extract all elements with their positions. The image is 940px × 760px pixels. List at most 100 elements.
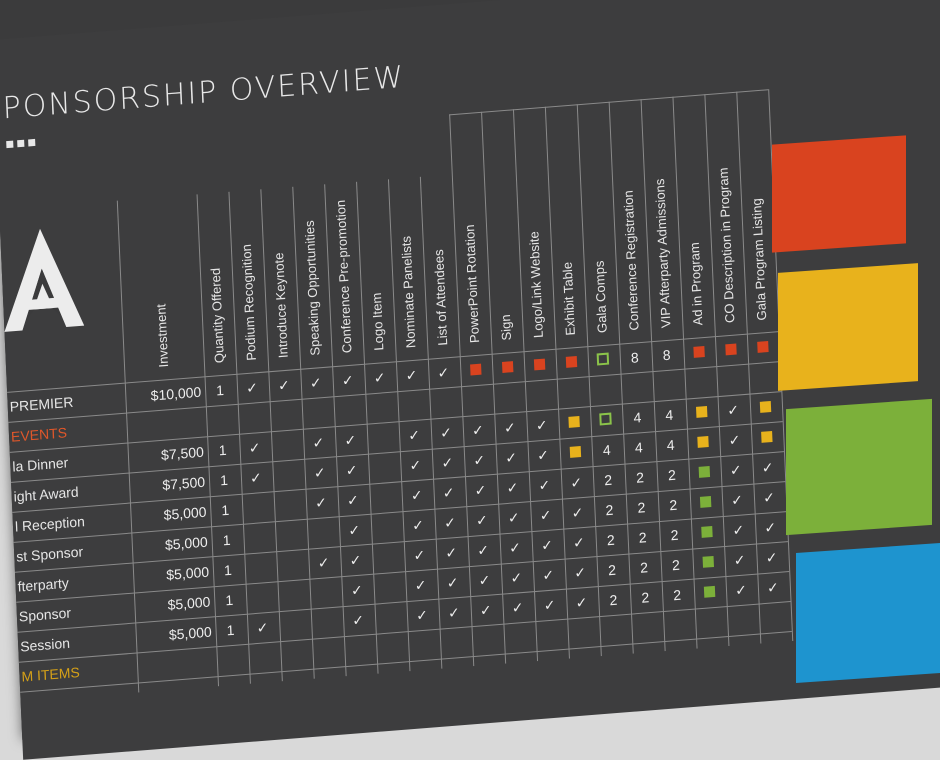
column-header: Investment (153, 303, 172, 369)
green-marker (699, 496, 711, 508)
table-cell: ✓ (405, 366, 418, 384)
table-cell (690, 493, 721, 511)
table-cell: ✓ (373, 369, 386, 387)
yellow-marker (760, 431, 773, 443)
table-cell: ✓ (441, 454, 454, 472)
column-header: Exhibit Table (559, 261, 578, 337)
table-cell (687, 433, 718, 451)
table-cell: 2 (638, 529, 647, 546)
table-cell (686, 403, 717, 421)
table-cell: ✓ (761, 458, 774, 476)
table-cell: ✓ (730, 491, 744, 509)
table-cell: ✓ (766, 578, 780, 596)
table-cell: ✓ (313, 464, 326, 482)
table-cell: 2 (637, 499, 646, 516)
red-marker (724, 343, 737, 356)
table-cell: ✓ (248, 439, 261, 457)
green-marker (700, 525, 713, 538)
table-cell: ✓ (277, 376, 291, 394)
table-cell: 8 (662, 346, 671, 364)
table-cell (750, 398, 781, 416)
table-cell: ✓ (543, 596, 556, 614)
green-marker (703, 585, 715, 598)
table-cell: ✓ (350, 581, 364, 599)
table-cell: 1 (225, 591, 234, 609)
color-swatch (796, 542, 940, 684)
table-cell: 2 (639, 559, 649, 576)
table-cell: ✓ (411, 516, 425, 534)
table-cell: ✓ (445, 544, 458, 561)
table-cell (558, 413, 589, 431)
table-cell: ✓ (473, 451, 486, 469)
table-cell (715, 341, 746, 359)
table-cell: ✓ (407, 426, 421, 444)
column-header: Sign (497, 313, 515, 342)
table-cell: 2 (672, 586, 682, 604)
table-cell: ✓ (765, 548, 778, 566)
yellow-marker (759, 401, 771, 413)
table-cell: ✓ (734, 581, 748, 599)
table-cell: ✓ (471, 421, 485, 439)
table-cell: 2 (607, 561, 617, 579)
table-cell: ✓ (415, 606, 429, 624)
table-cell: ✓ (341, 371, 354, 389)
table-cell: ✓ (348, 521, 361, 539)
table-cell: ✓ (508, 539, 522, 556)
table-cell: ✓ (317, 554, 330, 572)
table-cell: 1 (218, 441, 227, 459)
table-cell: ✓ (504, 449, 518, 466)
table-cell: ✓ (256, 619, 269, 637)
table-cell: 4 (665, 406, 674, 424)
yellow-marker (567, 416, 580, 428)
table-cell: ✓ (539, 506, 552, 524)
table-cell (492, 358, 523, 376)
table-cell: ✓ (536, 446, 550, 464)
table-cell (560, 443, 591, 461)
table-cell: ✓ (507, 509, 520, 526)
color-swatch (772, 135, 906, 253)
table-cell: ✓ (570, 474, 583, 491)
table-cell: 2 (603, 471, 613, 489)
table-cell: 2 (606, 531, 616, 549)
green-outline-marker (599, 412, 612, 426)
table-cell: 1 (219, 471, 229, 489)
table-cell: ✓ (344, 431, 357, 449)
table-cell: 1 (226, 621, 235, 639)
table-cell: ✓ (511, 599, 524, 616)
table-cell: 2 (605, 501, 614, 519)
table-cell: ✓ (351, 611, 365, 629)
yellow-marker (696, 436, 709, 448)
table-cell: 4 (634, 439, 643, 456)
table-cell: 2 (667, 466, 677, 484)
table-cell (692, 553, 723, 571)
table-cell (556, 353, 587, 371)
table-cell: ✓ (573, 564, 587, 581)
red-marker (501, 361, 513, 373)
table-cell: 1 (222, 531, 231, 549)
table-cell: ✓ (506, 479, 519, 496)
table-cell: 2 (669, 496, 678, 514)
column-header: Logo Item (368, 292, 387, 352)
color-swatch (778, 263, 918, 391)
table-cell: ✓ (540, 536, 554, 554)
table-cell: 1 (223, 561, 233, 579)
table-cell: ✓ (442, 484, 455, 501)
table-cell (460, 361, 491, 379)
table-cell: ✓ (572, 534, 586, 551)
table-cell (689, 463, 720, 481)
table-cell: 8 (630, 349, 640, 366)
table-cell: 1 (221, 501, 230, 519)
table-cell (694, 583, 725, 601)
table-cell (590, 411, 621, 429)
table-cell: ✓ (414, 576, 427, 594)
table-cell (751, 428, 782, 446)
table-cell: 4 (633, 409, 642, 426)
table-cell: 2 (641, 589, 650, 606)
table-cell: ✓ (538, 476, 551, 494)
table-cell: ✓ (447, 604, 461, 621)
table-cell (683, 343, 714, 361)
red-marker (692, 346, 705, 358)
table-cell: ✓ (729, 461, 742, 479)
color-swatch (786, 398, 932, 536)
brand-logo (4, 228, 85, 332)
